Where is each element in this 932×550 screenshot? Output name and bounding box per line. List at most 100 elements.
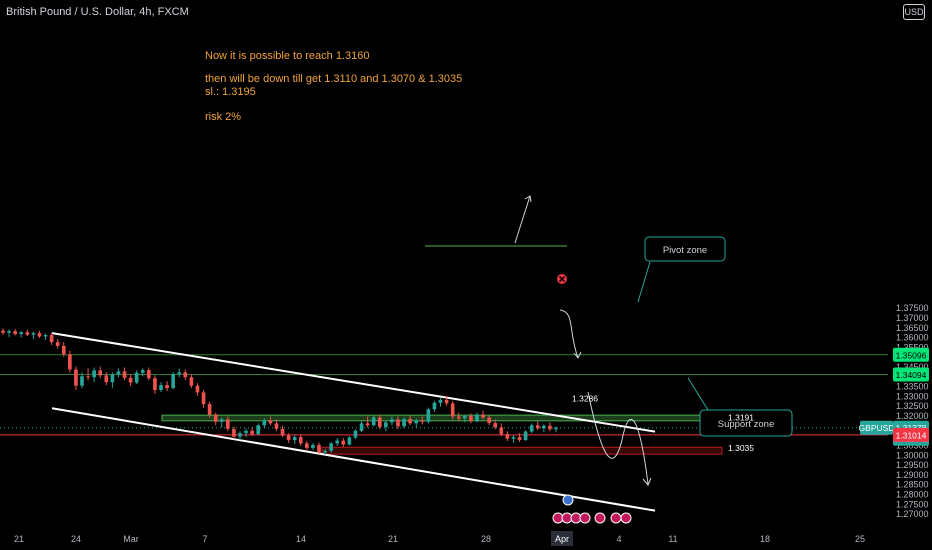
- candle-body: [128, 377, 133, 383]
- candle-body: [238, 433, 242, 437]
- candle-body: [104, 375, 109, 383]
- price-tick-label: 1.32500: [896, 401, 929, 411]
- candle-body: [92, 370, 96, 378]
- price-tick-label: 1.34500: [896, 362, 929, 372]
- candle-body: [444, 399, 449, 404]
- candle-body: [390, 419, 394, 423]
- projection-curve-short-head: [573, 351, 582, 359]
- candle-body: [335, 440, 340, 444]
- price-tick-label: 1.35500: [896, 342, 929, 352]
- candle-body: [86, 376, 90, 378]
- price-tick-label: 1.29000: [896, 470, 929, 480]
- price-marker-tag[interactable]: [860, 420, 893, 435]
- time-tick-label: 14: [296, 534, 306, 544]
- event-flag-icon: [579, 512, 591, 524]
- price-marker-tag[interactable]: [893, 427, 929, 442]
- candle-body: [55, 342, 60, 346]
- candle-body: [475, 414, 479, 422]
- candle-body: [165, 385, 169, 389]
- candle-body: [37, 333, 42, 337]
- symbol-title: British Pound / U.S. Dollar, 4h, FXCM: [6, 6, 189, 18]
- time-tick-label: 21: [388, 534, 398, 544]
- analysis-note-risk: risk 2%: [205, 111, 242, 123]
- time-cursor-badge: [551, 531, 573, 546]
- candle-body: [450, 403, 455, 417]
- price-tick-label: 1.36000: [896, 333, 929, 343]
- candle-body: [177, 372, 182, 374]
- price-marker-label: 1.31014: [896, 430, 927, 440]
- event-flag-icon: [610, 512, 622, 524]
- candle-body: [438, 399, 443, 403]
- price-tick-label: 1.28500: [896, 480, 929, 490]
- candle-body: [7, 331, 11, 333]
- candle-body: [305, 443, 309, 448]
- candle-body: [25, 332, 30, 335]
- pivot-callout-box: [644, 236, 726, 262]
- price-marker-tag[interactable]: [893, 347, 929, 362]
- candle-body: [353, 430, 358, 438]
- projection-arrow-up: [514, 195, 531, 244]
- candle-body: [347, 437, 352, 445]
- candle-body: [523, 431, 528, 441]
- candle-body: [61, 345, 66, 355]
- candle-body: [183, 372, 188, 378]
- analysis-note-downside: then will be down till get 1.3110 and 1.…: [205, 73, 463, 85]
- pivot-zone-rect[interactable]: [161, 414, 723, 422]
- price-tick-label: 1.37500: [896, 303, 929, 313]
- price-marker-tag[interactable]: [893, 367, 929, 382]
- level-label: 1.3191: [728, 412, 754, 422]
- price-tick-label: 1.28000: [896, 489, 929, 499]
- candle-body: [207, 404, 212, 415]
- candle-body: [341, 440, 346, 445]
- channel-upper-line[interactable]: [51, 332, 656, 433]
- candle-body: [499, 427, 504, 435]
- price-tick-label: 1.32000: [896, 411, 929, 421]
- support-zone-rect[interactable]: [321, 446, 723, 455]
- candle-body: [529, 425, 534, 432]
- time-tick-label: Mar: [123, 534, 139, 544]
- candle-body: [396, 419, 400, 427]
- candle-body: [262, 420, 267, 426]
- candle-body: [68, 354, 72, 370]
- candle-body: [171, 373, 175, 389]
- price-tick-label: 1.29500: [896, 460, 929, 470]
- currency-badge[interactable]: USD: [903, 4, 925, 20]
- time-tick-label: 4: [616, 534, 621, 544]
- channel-lower-line[interactable]: [51, 407, 656, 512]
- price-marker-label: GBPUSD: [859, 423, 895, 433]
- candle-body: [298, 437, 303, 444]
- candle-body: [554, 427, 558, 430]
- candle-body: [98, 370, 103, 376]
- candle-body: [505, 434, 510, 439]
- time-tick-label: 11: [668, 534, 677, 544]
- price-tick-label: 1.33500: [896, 382, 929, 392]
- candle-body: [414, 420, 419, 424]
- time-tick-label: 25: [855, 534, 865, 544]
- price-tick-label: 1.36500: [896, 323, 929, 333]
- candle-body: [256, 425, 261, 435]
- candle-body: [159, 385, 163, 391]
- event-flag-icon: [594, 512, 606, 524]
- candle-body: [469, 415, 473, 422]
- candle-body: [13, 331, 17, 335]
- price-tick-label: 1.30000: [896, 450, 929, 460]
- candle-body: [280, 428, 285, 436]
- candle-body: [517, 437, 522, 441]
- candle-body: [463, 415, 467, 419]
- candle-body: [317, 444, 321, 453]
- candle-body: [535, 425, 540, 429]
- candle-body: [244, 430, 248, 434]
- projection-arrow-up-head: [524, 195, 532, 203]
- time-tick-label: 24: [71, 534, 81, 544]
- candle-body: [384, 422, 388, 427]
- candle-body: [511, 437, 516, 439]
- candle-body: [31, 333, 36, 335]
- economic-event-icons[interactable]: [552, 494, 632, 524]
- candle-body: [268, 420, 273, 424]
- candle-body: [311, 444, 315, 448]
- candle-body: [232, 428, 236, 437]
- stop-loss-x-icon: [558, 275, 566, 283]
- candle-body: [1, 330, 5, 333]
- candle-body: [286, 435, 291, 441]
